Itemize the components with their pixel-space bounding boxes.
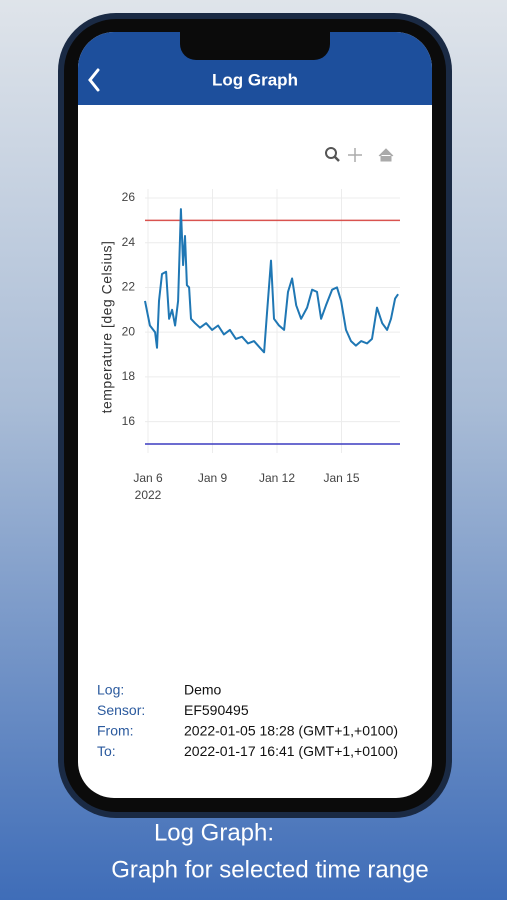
caption-line: Graph for selected time range	[111, 856, 429, 883]
notch	[180, 32, 330, 60]
header-bar	[78, 32, 432, 105]
pan-icon[interactable]	[348, 148, 362, 162]
y-tick-label: 20	[122, 324, 136, 338]
caption-line: Log Graph:	[154, 819, 274, 846]
x-tick-label: Jan 9	[198, 471, 228, 485]
info-value: 2022-01-05 18:28 (GMT+1,+0100)	[184, 723, 398, 739]
x-tick-label: Jan 15	[324, 471, 360, 485]
zoom-icon[interactable]	[325, 147, 340, 162]
y-axis-title: temperature [deg Celsius]	[99, 241, 115, 414]
y-tick-label: 24	[122, 235, 136, 249]
y-tick-label: 22	[122, 280, 136, 294]
x-year-label: 2022	[135, 488, 162, 502]
info-label: Log:	[97, 682, 124, 698]
y-tick-label: 16	[122, 414, 136, 428]
back-button[interactable]	[88, 68, 100, 92]
info-value: EF590495	[184, 702, 249, 718]
home-icon[interactable]	[378, 148, 394, 162]
info-label: Sensor:	[97, 702, 145, 718]
x-tick-label: Jan 12	[259, 471, 295, 485]
info-value: 2022-01-17 16:41 (GMT+1,+0100)	[184, 743, 398, 759]
data-line	[144, 208, 399, 354]
x-tick-label: Jan 6	[133, 471, 163, 485]
header-title: Log Graph	[212, 70, 298, 89]
y-tick-label: 18	[122, 369, 136, 383]
phone-screen	[78, 32, 432, 798]
info-label: From:	[97, 723, 134, 739]
info-value: Demo	[184, 682, 222, 698]
y-tick-label: 26	[122, 190, 136, 204]
info-label: To:	[97, 743, 116, 759]
